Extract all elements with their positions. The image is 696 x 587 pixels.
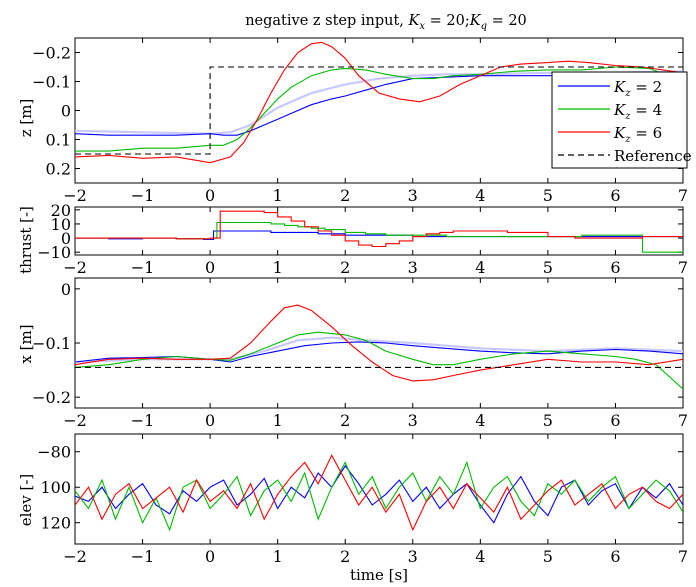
- x-tick-label: −2: [63, 411, 87, 430]
- series-line-shade: [75, 336, 683, 364]
- x-tick-label: 4: [475, 547, 485, 566]
- y-tick-label: 20: [51, 201, 71, 220]
- x-tick-label: 2: [340, 411, 350, 430]
- axes-frame-elev: [74, 433, 684, 545]
- x-tick-label: −1: [131, 411, 155, 430]
- y-tick-label: −10: [37, 243, 71, 262]
- x-tick-label: 5: [543, 547, 553, 566]
- x-axis-label: time [s]: [350, 566, 408, 584]
- y-tick-label: −80: [37, 443, 71, 462]
- x-tick-label: −1: [131, 186, 155, 205]
- x-tick-label: 3: [408, 258, 418, 277]
- x-tick-label: 2: [340, 258, 350, 277]
- x-tick-label: 4: [475, 186, 485, 205]
- x-tick-label: 6: [610, 411, 620, 430]
- x-tick-label: 7: [678, 186, 688, 205]
- series-group: [75, 41, 683, 164]
- legend-entry: Kz = 4: [613, 101, 662, 122]
- y-tick-label: 120: [40, 514, 71, 533]
- x-tick-label: 3: [408, 411, 418, 430]
- series-group: [75, 304, 683, 390]
- x-tick-label: 6: [610, 547, 620, 566]
- series-line-Kz6: [75, 304, 683, 382]
- series-line-Kz4: [75, 66, 683, 152]
- series-line-Kz4: [75, 221, 683, 253]
- y-tick-label: 0: [61, 280, 71, 299]
- x-tick-label: 4: [475, 411, 485, 430]
- y-tick-label: 10: [51, 215, 71, 234]
- panel-z: −2 −1 0 1 2 3 4 5 6 7−0.2−0.100.10.2z [m]Kz = 2Kz…: [17, 37, 692, 205]
- y-axis-label: x [m]: [17, 324, 35, 363]
- series-line-shade: [75, 70, 683, 135]
- x-tick-label: 1: [273, 186, 283, 205]
- y-axis-label: z [m]: [17, 99, 35, 138]
- series-group: [75, 210, 683, 253]
- x-tick-label: 2: [340, 186, 350, 205]
- x-tick-label: −2: [63, 186, 87, 205]
- x-tick-label: 0: [205, 411, 215, 430]
- series-line-Kz4: [75, 460, 683, 532]
- x-tick-label: 1: [273, 547, 283, 566]
- x-tick-label: −2: [63, 258, 87, 277]
- series-line-Kz6: [75, 454, 683, 532]
- x-tick-label: 7: [678, 258, 688, 277]
- y-tick-label: −0.2: [32, 44, 71, 63]
- y-tick-label: 0.1: [46, 131, 71, 150]
- y-tick-label: −0.1: [32, 73, 71, 92]
- series-group: [75, 454, 683, 532]
- legend-entry: Kz = 6: [613, 124, 662, 145]
- x-tick-label: 4: [475, 258, 485, 277]
- y-tick-label: 0.2: [46, 160, 71, 179]
- x-tick-label: −2: [63, 547, 87, 566]
- x-tick-label: 7: [678, 411, 688, 430]
- x-tick-label: 5: [543, 258, 553, 277]
- panel-elev: −2 −1 0 1 2 3 4 5 6 7 −80 100 120 elev [-] time [s]: [17, 433, 688, 584]
- x-tick-label: 6: [610, 186, 620, 205]
- legend-entry: Kz = 2: [613, 78, 662, 99]
- y-tick-label: 0: [61, 102, 71, 121]
- y-tick-label: −0.1: [32, 334, 71, 353]
- legend-entry: Reference: [614, 147, 692, 165]
- panels: −2 −1 0 1 2 3 4 5 6 7−0.2−0.100.10.2z [m]Kz = 2Kz…: [17, 37, 692, 584]
- y-tick-label: −0.2: [32, 388, 71, 407]
- y-axis-label: elev [-]: [17, 474, 35, 527]
- x-tick-label: 7: [678, 547, 688, 566]
- series-line-Kz6: [75, 210, 683, 248]
- x-tick-label: 1: [273, 411, 283, 430]
- x-tick-label: 5: [543, 186, 553, 205]
- y-tick-label: 100: [40, 478, 71, 497]
- chart-title: negative z step input, Kx = 20;Kq = 20: [245, 13, 527, 32]
- x-tick-label: 0: [205, 258, 215, 277]
- series-line-Kz2: [75, 464, 683, 524]
- x-tick-label: 6: [610, 258, 620, 277]
- x-tick-label: 2: [340, 547, 350, 566]
- x-tick-label: −1: [131, 258, 155, 277]
- x-tick-label: −1: [131, 547, 155, 566]
- x-tick-label: 3: [408, 547, 418, 566]
- y-axis-label: thrust [-]: [17, 206, 35, 274]
- x-tick-label: 1: [273, 258, 283, 277]
- legend: Kz = 2Kz = 4Kz = 6 Reference: [551, 71, 692, 169]
- panel-x: −2 −1 0 1 2 3 4 5 6 7 0 −0.1 −0.2 x [m]: [17, 277, 688, 430]
- axes-frame-thrust: [74, 206, 684, 256]
- x-tick-label: 3: [408, 186, 418, 205]
- y-tick-label: 0: [61, 229, 71, 248]
- x-tick-label: 5: [543, 411, 553, 430]
- x-tick-label: 0: [205, 547, 215, 566]
- legend-box: [551, 71, 688, 169]
- x-tick-label: 0: [205, 186, 215, 205]
